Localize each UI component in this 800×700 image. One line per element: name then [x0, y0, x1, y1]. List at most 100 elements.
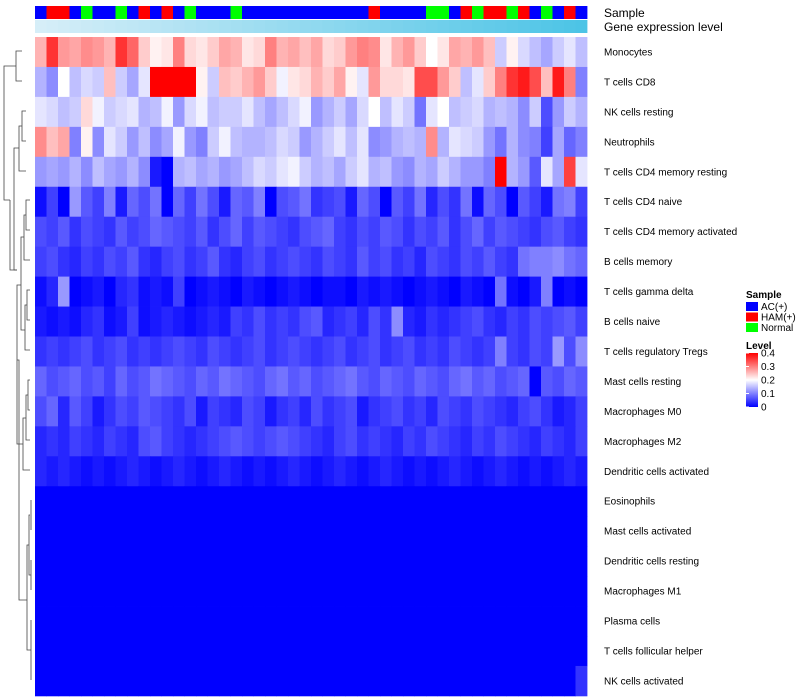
heatmap-cell	[299, 366, 312, 397]
heatmap-cell	[449, 66, 461, 98]
heatmap-cell	[253, 366, 266, 397]
heatmap-cell	[127, 246, 139, 277]
heatmap-cell	[173, 216, 185, 248]
heatmap-cell	[173, 66, 185, 98]
heatmap-cell	[414, 156, 427, 188]
heatmap-cell	[334, 96, 346, 128]
heatmap-cell	[391, 366, 404, 397]
heatmap-cell	[483, 426, 496, 457]
heatmap-cell	[127, 486, 139, 517]
gene-expression-cell	[81, 20, 93, 33]
heatmap-cell	[196, 336, 208, 367]
heatmap-cell	[472, 516, 484, 547]
sample-annotation-cell	[311, 6, 323, 19]
heatmap-cell	[483, 246, 496, 277]
heatmap-cell	[150, 396, 162, 427]
heatmap-cell	[368, 216, 381, 248]
heatmap-cell	[322, 456, 335, 487]
heatmap-cell	[265, 576, 277, 607]
heatmap-cell	[506, 126, 519, 158]
heatmap-cell	[449, 276, 461, 307]
heatmap-cell	[207, 276, 220, 307]
heatmap-cell	[35, 216, 47, 248]
heatmap-cell	[219, 486, 231, 517]
heatmap-cell	[35, 186, 47, 218]
heatmap-cell	[483, 306, 496, 337]
heatmap-cell	[150, 516, 162, 547]
row-label: T cells follicular helper	[604, 646, 703, 657]
heatmap-cell	[552, 156, 565, 188]
heatmap-cell	[184, 396, 197, 427]
heatmap-cell	[472, 37, 484, 68]
heatmap-cell	[345, 37, 358, 68]
heatmap-cell	[288, 576, 300, 607]
heatmap-cell	[334, 276, 346, 307]
heatmap-cell	[138, 486, 151, 517]
heatmap-cell	[345, 306, 358, 337]
heatmap-cell	[472, 126, 484, 158]
heatmap-cell	[449, 216, 461, 248]
heatmap-cell	[472, 456, 484, 487]
heatmap-cell	[518, 276, 530, 307]
heatmap-cell	[92, 665, 105, 697]
heatmap-cell	[127, 606, 139, 637]
heatmap-cell	[552, 66, 565, 98]
heatmap-cell	[552, 276, 565, 307]
heatmap-cell	[437, 636, 450, 667]
heatmap-cell	[265, 486, 277, 517]
heatmap-cell	[35, 606, 47, 637]
heatmap-cell	[230, 456, 243, 487]
heatmap-cell	[69, 456, 82, 487]
heatmap-cell	[196, 665, 208, 697]
heatmap-cell	[426, 396, 438, 427]
heatmap-cell	[541, 426, 553, 457]
heatmap-cell	[46, 156, 59, 188]
gene-expression-cell	[368, 20, 381, 33]
heatmap-cell	[460, 516, 473, 547]
heatmap-cell	[495, 216, 507, 248]
heatmap-cell	[414, 336, 427, 367]
heatmap-cell	[541, 606, 553, 637]
heatmap-cell	[541, 186, 553, 218]
heatmap-cell	[35, 246, 47, 277]
gene-expression-cell	[518, 20, 530, 33]
heatmap-cell	[506, 665, 519, 697]
heatmap-cell	[426, 276, 438, 307]
heatmap-cell	[449, 576, 461, 607]
heatmap-cell	[242, 37, 254, 68]
heatmap-cell	[299, 546, 312, 577]
heatmap-cell	[483, 37, 496, 68]
heatmap-cell	[334, 665, 346, 697]
heatmap-cell	[35, 486, 47, 517]
heatmap-cell	[345, 246, 358, 277]
heatmap-cell	[92, 546, 105, 577]
heatmap-cell	[391, 456, 404, 487]
gene-expression-cell	[357, 20, 369, 33]
gene-expression-cell	[127, 20, 139, 33]
heatmap-cell	[276, 546, 289, 577]
heatmap-cell	[46, 576, 59, 607]
heatmap-cell	[483, 606, 496, 637]
heatmap-cell	[173, 96, 185, 128]
heatmap-cell	[299, 126, 312, 158]
heatmap-cell	[219, 336, 231, 367]
heatmap-cell	[334, 216, 346, 248]
heatmap-cell	[184, 516, 197, 547]
heatmap-cell	[311, 96, 323, 128]
heatmap-cell	[552, 126, 565, 158]
heatmap-cell	[46, 216, 59, 248]
heatmap-cell	[357, 306, 369, 337]
legend-sample-items: AC(+)HAM(+)Normal	[746, 302, 796, 334]
heatmap-cell	[299, 486, 312, 517]
heatmap-cell	[368, 665, 381, 697]
sample-annotation-cell	[449, 6, 461, 19]
heatmap-cell	[357, 516, 369, 547]
heatmap-cell	[322, 216, 335, 248]
heatmap-cell	[35, 366, 47, 397]
legend-swatch	[746, 312, 758, 322]
heatmap-cell	[115, 576, 128, 607]
heatmap-cell	[529, 306, 542, 337]
heatmap-cell	[219, 665, 231, 697]
heatmap-cell	[311, 126, 323, 158]
heatmap-cell	[449, 456, 461, 487]
